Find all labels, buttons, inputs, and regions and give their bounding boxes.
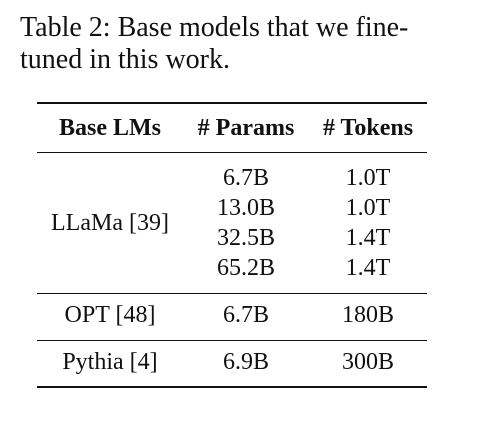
- tokens-cell: 1.4T: [345, 225, 391, 251]
- params-cell: 6.7B: [222, 165, 270, 191]
- column-header: # Tokens: [322, 115, 414, 141]
- params-cell: 13.0B: [216, 195, 276, 221]
- table-rule: [37, 340, 427, 341]
- params-cell: 6.9B: [222, 349, 270, 375]
- table-rule: [37, 386, 427, 388]
- model-label: LLaMa [39]: [51, 210, 169, 236]
- model-label: OPT [48]: [64, 302, 156, 328]
- tokens-cell: 1.4T: [345, 255, 391, 281]
- tokens-cell: 300B: [341, 349, 395, 375]
- column-header: Base LMs: [59, 115, 161, 141]
- table-rule: [37, 152, 427, 153]
- params-cell: 6.7B: [222, 302, 270, 328]
- table-rule: [37, 293, 427, 294]
- params-cell: 32.5B: [216, 225, 276, 251]
- table-rule: [37, 102, 427, 104]
- tokens-cell: 1.0T: [345, 195, 391, 221]
- params-cell: 65.2B: [216, 255, 276, 281]
- column-header: # Params: [197, 115, 295, 141]
- model-label: Pythia [4]: [62, 349, 158, 375]
- caption-line: tuned in this work.: [20, 44, 230, 75]
- tokens-cell: 180B: [341, 302, 395, 328]
- tokens-cell: 1.0T: [345, 165, 391, 191]
- caption-line: Table 2: Base models that we fine-: [20, 12, 409, 43]
